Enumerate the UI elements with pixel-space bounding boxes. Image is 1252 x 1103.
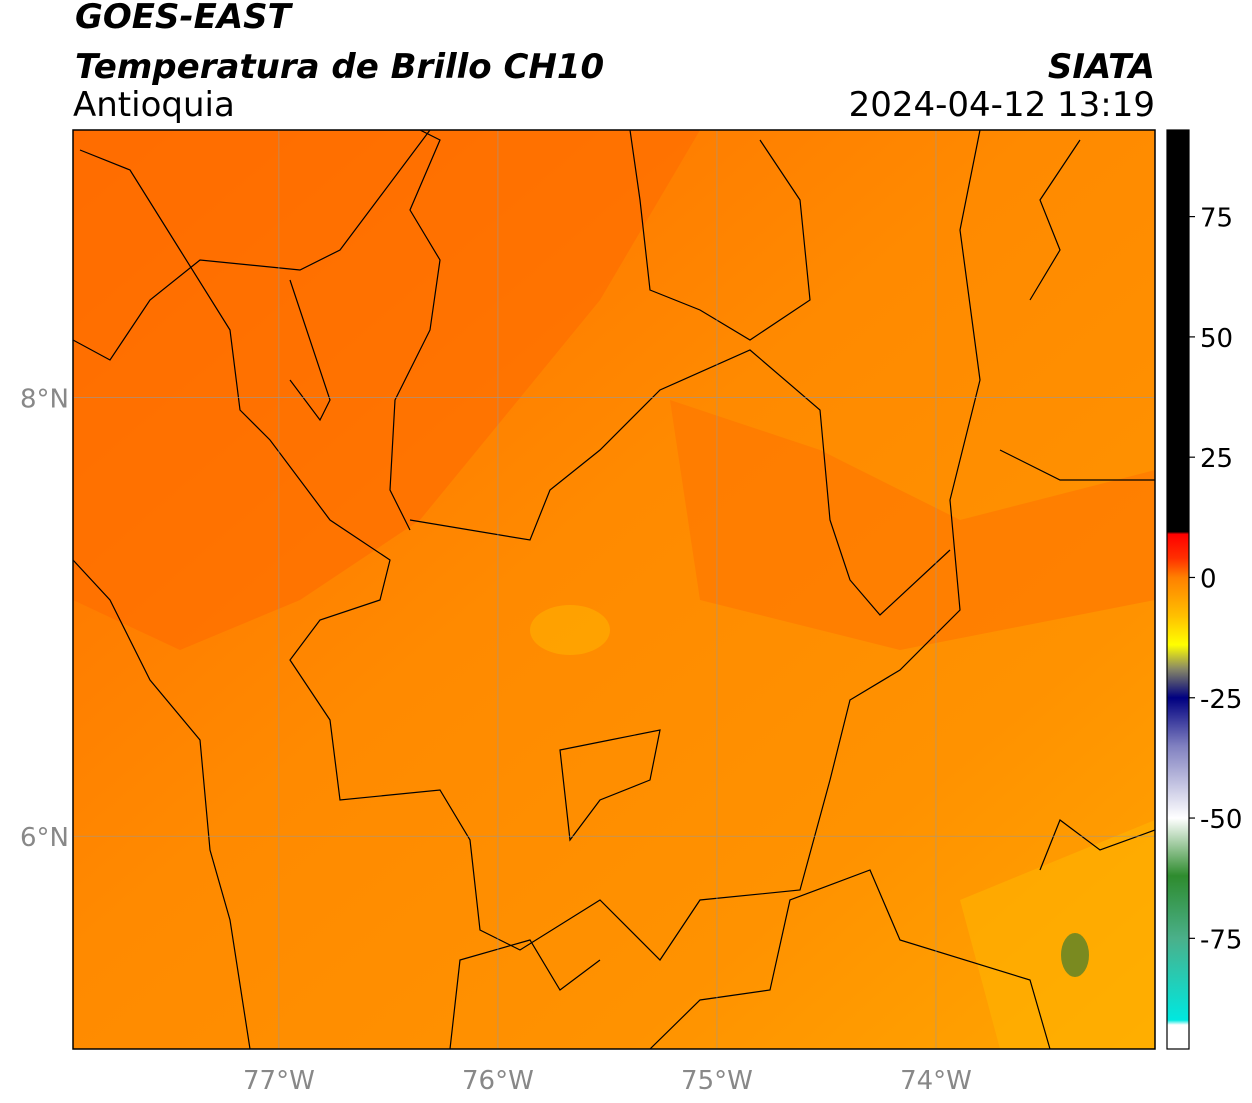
colorbar-tick-label: -25: [1200, 685, 1242, 715]
colorbar-tick-label: 25: [1200, 444, 1233, 474]
datetime: 2024-04-12 13:19: [849, 85, 1155, 125]
colorbar-tick-label: -75: [1200, 925, 1242, 955]
warm-spot: [1061, 933, 1089, 977]
lon-label: 74°W: [900, 1066, 972, 1096]
grid: [73, 130, 1155, 1049]
cold-region: [73, 130, 700, 650]
lon-label: 75°W: [681, 1066, 753, 1096]
colorbar-tick-label: 75: [1200, 204, 1233, 234]
colorbar-tick-label: -50: [1200, 805, 1242, 835]
borders: [73, 130, 1155, 1049]
colorbar: [1166, 129, 1190, 1050]
warm-spot: [530, 605, 610, 655]
lon-label: 76°W: [462, 1066, 534, 1096]
colorbar-tick-label: 50: [1200, 324, 1233, 354]
map-field: [73, 130, 1155, 1049]
colorbar-tick-label: 0: [1200, 564, 1217, 594]
source: SIATA: [1048, 47, 1155, 87]
lon-label: 77°W: [243, 1066, 315, 1096]
subtitle: Temperatura de Brillo CH10: [75, 47, 604, 87]
cold-region: [670, 400, 1155, 650]
lat-label: 6°N: [20, 823, 69, 853]
lat-label: 8°N: [20, 385, 69, 415]
map-frame: [72, 129, 1156, 1050]
title: GOES-EAST: [75, 0, 294, 37]
warm-region: [960, 820, 1155, 1049]
region: Antioquia: [73, 85, 235, 125]
